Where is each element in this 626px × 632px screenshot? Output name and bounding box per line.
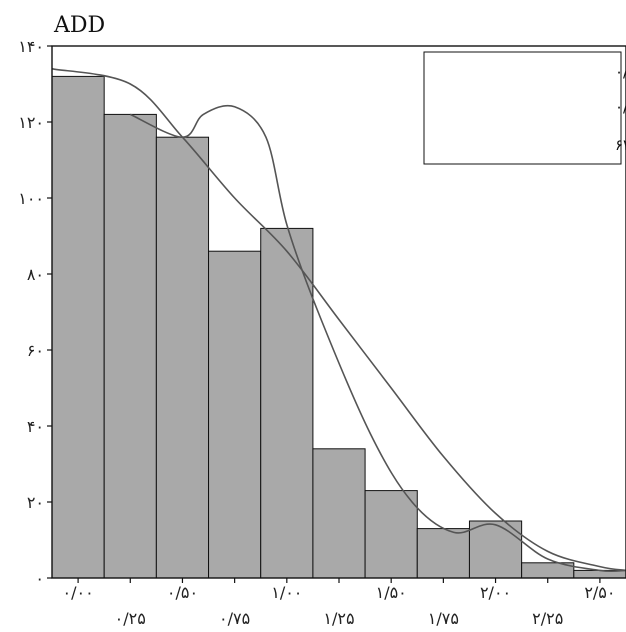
bar-7 <box>416 528 470 579</box>
bar-3 <box>208 250 262 579</box>
x-tick-label: ۱/۰۰ <box>271 583 302 602</box>
x-tick-label: ۲/۵۰ <box>584 583 615 602</box>
x-tick-label: ۰/۵۰ <box>167 583 198 602</box>
y-tick-label: ۶۰ <box>27 341 44 360</box>
y-tick-label: ۱۴۰ <box>18 37 44 56</box>
y-tick-label: ۰ <box>35 569 44 588</box>
x-tick-label: ۱/۵۰ <box>376 583 407 602</box>
bar-6 <box>364 490 418 579</box>
y-axis: ۰ ۲۰ ۴۰ ۶۰ ۸۰ ۱۰۰ ۱۲۰ ۱۴۰ <box>18 37 52 588</box>
y-tick-label: ۱۲۰ <box>18 113 44 132</box>
y-tick-label: ۱۰۰ <box>18 189 44 208</box>
bar-5 <box>312 448 366 579</box>
x-tick-label: ۱/۷۵ <box>428 609 459 628</box>
bar-4 <box>260 227 314 579</box>
y-tick-label: ۲۰ <box>27 493 44 512</box>
y-tick-label: ۸۰ <box>27 265 44 284</box>
legend: انحراف استاندارد = ۰/۵۱ میانگین = ۰/۶۱ ت… <box>423 51 626 165</box>
fit-curve-1 <box>129 104 626 573</box>
x-tick-label: ۰/۷۵ <box>219 609 250 628</box>
legend-count: تعداد = ۶۳۷ <box>615 136 626 154</box>
legend-box <box>423 51 622 165</box>
curves-group <box>51 68 626 573</box>
x-axis: ۰/۰۰ ۰/۵۰ ۱/۰۰ ۱/۵۰ ۲/۰۰ ۲/۵۰ ۰/۲۵ ۰/۷۵ ۱/۲۵ ۱/۷۵… <box>63 578 615 628</box>
x-tick-label: ۰/۲۵ <box>115 609 146 628</box>
x-tick-label: ۲/۰۰ <box>480 583 511 602</box>
x-tick-label: ۰/۰۰ <box>63 583 94 602</box>
legend-std-dev: انحراف استاندارد = ۰/۵۱ <box>615 63 626 81</box>
x-tick-label: ۲/۲۵ <box>532 609 563 628</box>
bar-2 <box>155 136 210 579</box>
legend-mean: میانگین = ۰/۶۱ <box>615 98 626 116</box>
chart-title: ADD <box>53 13 105 38</box>
bar-1 <box>103 113 157 579</box>
y-tick-label: ۴۰ <box>27 417 44 436</box>
bar-0 <box>51 75 105 579</box>
plot-area <box>51 45 626 579</box>
fit-curve-0 <box>51 68 626 572</box>
x-tick-label: ۱/۲۵ <box>323 609 354 628</box>
